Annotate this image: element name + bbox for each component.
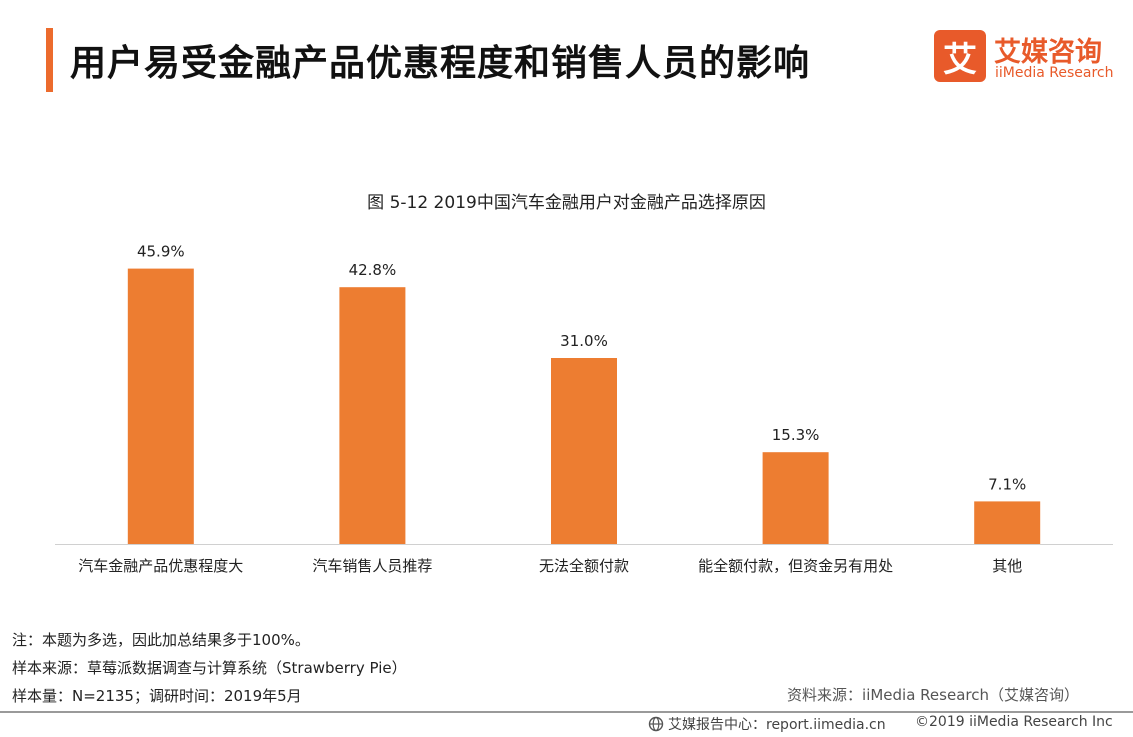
note-sample-source: 样本来源：草莓派数据调查与计算系统（Strawberry Pie）: [12, 659, 407, 677]
bar-2: [339, 287, 406, 544]
logo-mark-icon: 艾: [934, 30, 986, 82]
data-label-1: 45.9%: [137, 243, 185, 261]
footer-report-center-text: 艾媒报告中心：report.iimedia.cn: [668, 717, 886, 733]
data-label-3: 31.0%: [560, 332, 608, 350]
logo-english-text: iiMedia Research: [995, 65, 1114, 81]
chart-title: 图 5-12 2019中国汽车金融用户对金融产品选择原因: [367, 193, 766, 213]
bar-1: [127, 268, 194, 544]
iimedia-logo: 艾 艾媒咨询 iiMedia Research: [934, 30, 1124, 86]
logo-chinese-text: 艾媒咨询: [994, 37, 1102, 68]
data-label-4: 15.3%: [772, 426, 820, 444]
notes-block: 注：本题为多选，因此加总结果多于100%。 样本来源：草莓派数据调查与计算系统（…: [12, 630, 407, 714]
page-title: 用户易受金融产品优惠程度和销售人员的影响: [70, 43, 811, 84]
category-label-2: 汽车销售人员推荐: [312, 557, 432, 575]
note-multi-select: 注：本题为多选，因此加总结果多于100%。: [12, 631, 310, 649]
title-accent-bar: [46, 28, 53, 92]
category-label-1: 汽车金融产品优惠程度大: [78, 557, 243, 575]
bar-3: [551, 358, 617, 544]
category-label-5: 其他: [992, 557, 1022, 575]
footer-report-center[interactable]: 艾媒报告中心：report.iimedia.cn: [648, 714, 886, 734]
category-label-3: 无法全额付款: [539, 557, 629, 575]
data-source: 资料来源：iiMedia Research（艾媒咨询）: [787, 686, 1079, 704]
data-label-2: 42.8%: [349, 261, 397, 279]
footer-copyright: ©2019 iiMedia Research Inc: [915, 714, 1113, 730]
category-label-4: 能全额付款，但资金另有用处: [698, 557, 893, 575]
note-sample-size: 样本量：N=2135；调研时间：2019年5月: [12, 687, 302, 705]
bar-4: [762, 452, 829, 544]
data-label-5: 7.1%: [988, 475, 1026, 493]
bar-5: [974, 501, 1041, 544]
footer-divider: [0, 711, 1133, 713]
globe-icon: [648, 716, 664, 732]
